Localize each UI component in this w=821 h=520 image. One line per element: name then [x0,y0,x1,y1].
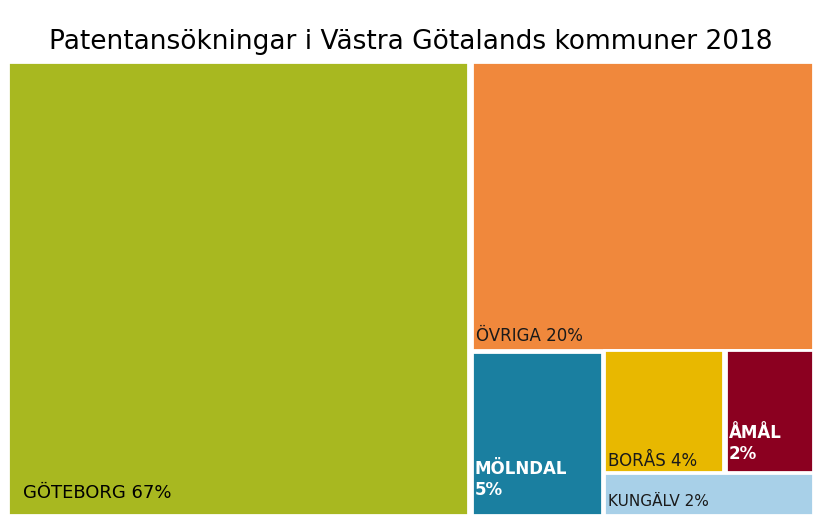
Bar [8,62,469,515]
Bar [604,473,813,515]
Title: Patentansökningar i Västra Götalands kommuner 2018: Patentansökningar i Västra Götalands kom… [48,29,773,55]
Bar [471,62,813,349]
Text: GÖTEBORG 67%: GÖTEBORG 67% [23,484,172,502]
Text: BORÅS 4%: BORÅS 4% [608,451,697,470]
Text: ÅMÅL
2%: ÅMÅL 2% [729,424,782,463]
Text: MÖLNDAL
5%: MÖLNDAL 5% [475,460,567,499]
Bar [604,349,723,472]
Bar [471,352,602,515]
Text: ÖVRIGA 20%: ÖVRIGA 20% [476,327,584,345]
Bar [726,349,813,472]
Text: KUNGÄLV 2%: KUNGÄLV 2% [608,495,709,510]
